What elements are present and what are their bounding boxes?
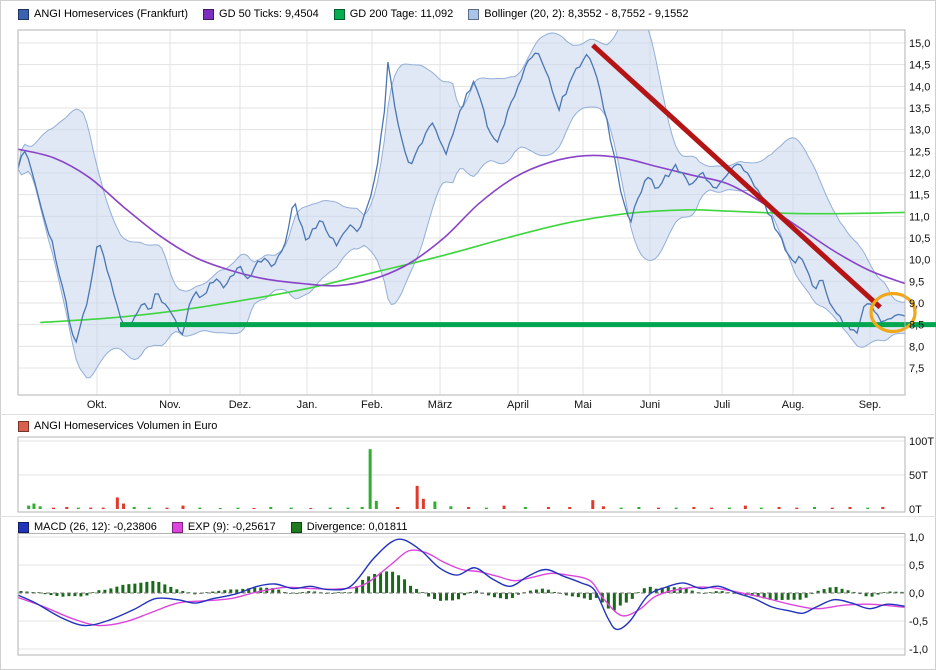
svg-text:Sep.: Sep. bbox=[859, 399, 882, 411]
legend-item-macd: MACD (26, 12): -0,23806 bbox=[18, 521, 157, 533]
price-yaxis-labels: 15,0 14,5 14,0 13,5 13,0 12,5 12,0 11,5 11,0 10,5… bbox=[909, 38, 930, 375]
highlight-circle bbox=[869, 291, 917, 334]
svg-text:März: März bbox=[428, 399, 452, 411]
legend-item-gd50: GD 50 Ticks: 9,4504 bbox=[203, 8, 319, 20]
price-legend: ANGI Homeservices (Frankfurt) GD 50 Tick… bbox=[18, 6, 689, 22]
volume-swatch-icon bbox=[18, 420, 29, 432]
panel-separator bbox=[0, 414, 936, 415]
svg-text:13,0: 13,0 bbox=[909, 125, 930, 137]
gd50-swatch-icon bbox=[203, 8, 215, 20]
svg-text:Aug.: Aug. bbox=[782, 399, 805, 411]
svg-text:Dez.: Dez. bbox=[229, 399, 252, 411]
bollinger-swatch-icon bbox=[468, 8, 480, 20]
svg-text:0,0: 0,0 bbox=[909, 588, 924, 600]
legend-item-bollinger: Bollinger (20, 2): 8,3552 - 8,7552 - 9,1… bbox=[468, 8, 689, 20]
volume-panel-chart: 100T 50T 0T bbox=[17, 436, 934, 516]
legend-item-gd200: GD 200 Tage: 11,092 bbox=[333, 8, 454, 20]
price-series-label: ANGI Homeservices (Frankfurt) bbox=[34, 8, 189, 20]
legend-item-volume: ANGI Homeservices Volumen in Euro bbox=[18, 420, 217, 432]
month-axis-labels: Okt. Nov. Dez. Jan. Feb. März April Mai Juni Juli… bbox=[87, 399, 882, 411]
svg-text:0,5: 0,5 bbox=[909, 560, 924, 572]
divergence-label: Divergence: 0,01811 bbox=[306, 521, 408, 533]
svg-text:100T: 100T bbox=[909, 436, 934, 448]
svg-text:12,5: 12,5 bbox=[909, 146, 930, 158]
svg-text:Mai: Mai bbox=[574, 399, 592, 411]
svg-text:9,5: 9,5 bbox=[909, 276, 924, 288]
panel-separator bbox=[0, 516, 936, 517]
macd-yaxis-labels: 1,0 0,5 0,0 -0,5 -1,0 bbox=[909, 533, 928, 656]
svg-text:10,5: 10,5 bbox=[909, 233, 930, 245]
gd50-line bbox=[18, 148, 905, 287]
gd50-label: GD 50 Ticks: 9,4504 bbox=[219, 8, 319, 20]
macd-legend: MACD (26, 12): -0,23806 EXP (9): -0,2561… bbox=[18, 519, 407, 535]
price-panel-chart: 15,0 14,5 14,0 13,5 13,0 12,5 12,0 11,5 11,0 10,5… bbox=[17, 29, 936, 411]
volume-bars bbox=[27, 449, 885, 509]
svg-text:Feb.: Feb. bbox=[361, 399, 383, 411]
volume-legend: ANGI Homeservices Volumen in Euro bbox=[18, 418, 217, 434]
svg-text:10,0: 10,0 bbox=[909, 255, 930, 267]
svg-text:50T: 50T bbox=[909, 470, 928, 482]
svg-text:14,5: 14,5 bbox=[909, 60, 930, 72]
svg-text:1,0: 1,0 bbox=[909, 533, 924, 544]
legend-item-exp: EXP (9): -0,25617 bbox=[171, 521, 276, 533]
svg-text:Juni: Juni bbox=[640, 399, 660, 411]
bollinger-label: Bollinger (20, 2): 8,3552 - 8,7552 - 9,1… bbox=[484, 8, 689, 20]
macd-line bbox=[17, 538, 906, 631]
bollinger-band bbox=[18, 30, 905, 378]
macd-gridlines bbox=[18, 536, 905, 650]
volume-gridlines bbox=[18, 440, 905, 476]
svg-text:Jan.: Jan. bbox=[297, 399, 318, 411]
gd200-label: GD 200 Tage: 11,092 bbox=[349, 8, 454, 20]
svg-text:Nov.: Nov. bbox=[159, 399, 181, 411]
svg-text:14,0: 14,0 bbox=[909, 81, 930, 93]
macd-lines bbox=[17, 538, 906, 631]
svg-text:-0,5: -0,5 bbox=[909, 616, 928, 628]
volume-yaxis-labels: 100T 50T 0T bbox=[909, 436, 934, 516]
svg-text:Okt.: Okt. bbox=[87, 399, 107, 411]
price-line bbox=[18, 52, 905, 344]
macd-panel-chart: 1,0 0,5 0,0 -0,5 -1,0 bbox=[17, 533, 928, 656]
svg-text:April: April bbox=[507, 399, 529, 411]
svg-text:12,0: 12,0 bbox=[909, 168, 930, 180]
svg-text:11,5: 11,5 bbox=[909, 190, 930, 202]
divergence-histogram bbox=[19, 571, 904, 611]
exp-label: EXP (9): -0,25617 bbox=[187, 521, 276, 533]
divergence-swatch-icon bbox=[290, 521, 302, 533]
macd-label: MACD (26, 12): -0,23806 bbox=[34, 521, 157, 533]
legend-item-price-series: ANGI Homeservices (Frankfurt) bbox=[18, 8, 188, 20]
svg-text:8,0: 8,0 bbox=[909, 341, 924, 353]
gd200-swatch-icon bbox=[333, 8, 345, 20]
svg-text:9,0: 9,0 bbox=[909, 298, 924, 310]
macd-swatch-icon bbox=[18, 521, 29, 533]
svg-text:11,0: 11,0 bbox=[909, 211, 930, 223]
svg-text:-1,0: -1,0 bbox=[909, 644, 928, 656]
svg-text:15,0: 15,0 bbox=[909, 38, 930, 50]
svg-text:13,5: 13,5 bbox=[909, 103, 930, 115]
svg-text:8,5: 8,5 bbox=[909, 320, 924, 332]
volume-label: ANGI Homeservices Volumen in Euro bbox=[34, 420, 218, 432]
annotations bbox=[120, 43, 936, 334]
svg-text:7,5: 7,5 bbox=[909, 363, 924, 375]
legend-item-divergence: Divergence: 0,01811 bbox=[290, 521, 408, 533]
svg-text:0T: 0T bbox=[909, 504, 922, 516]
svg-text:Juli: Juli bbox=[714, 399, 731, 411]
exp-swatch-icon bbox=[171, 521, 183, 533]
exp-signal-line bbox=[17, 549, 906, 627]
downtrend-line bbox=[591, 43, 882, 310]
price-series-swatch-icon bbox=[18, 8, 29, 20]
